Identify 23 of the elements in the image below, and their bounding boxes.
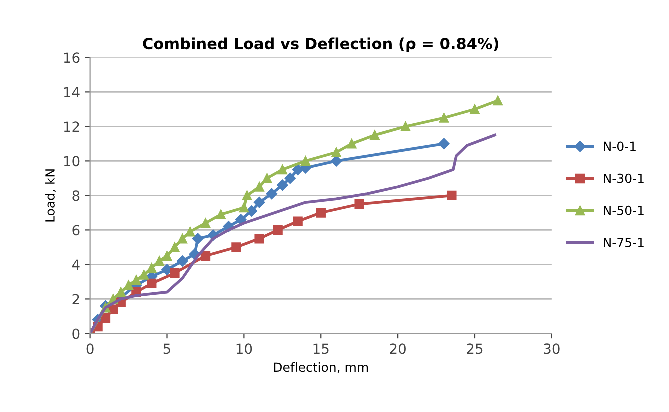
legend-label: N-50-1 <box>604 206 644 216</box>
x-tick-label: 10 <box>236 344 252 354</box>
y-tick-label: 0 <box>72 328 80 340</box>
y-tick-label: 2 <box>72 294 80 304</box>
y-tick-label: 14 <box>64 87 80 98</box>
x-tick-label: 30 <box>544 344 560 354</box>
y-tick-label: 10 <box>64 156 80 167</box>
legend-label: N-30-1 <box>604 174 644 184</box>
y-tick-label: 6 <box>72 225 80 236</box>
y-tick-label: 4 <box>72 260 80 270</box>
y-tick-label: 16 <box>64 52 80 64</box>
chart-title: Combined Load vs Deflection (ρ = 0.84%) <box>143 38 498 53</box>
y-tick-label: 8 <box>72 190 80 202</box>
x-tick-label: 15 <box>314 344 329 354</box>
legend-label: N-0-1 <box>604 142 636 152</box>
y-tick-label: 12 <box>64 122 80 132</box>
y-axis-title: Load, kN <box>45 170 56 222</box>
x-axis-title: Deflection, mm <box>274 362 368 374</box>
x-tick-label: 20 <box>390 344 406 354</box>
x-tick-label: 5 <box>164 344 170 354</box>
x-tick-label: 0 <box>86 344 94 354</box>
x-tick-label: 25 <box>467 344 483 354</box>
legend-label: N-75-1 <box>604 238 644 248</box>
